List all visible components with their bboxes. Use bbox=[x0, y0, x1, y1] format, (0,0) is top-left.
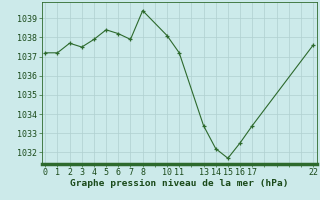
X-axis label: Graphe pression niveau de la mer (hPa): Graphe pression niveau de la mer (hPa) bbox=[70, 179, 288, 188]
